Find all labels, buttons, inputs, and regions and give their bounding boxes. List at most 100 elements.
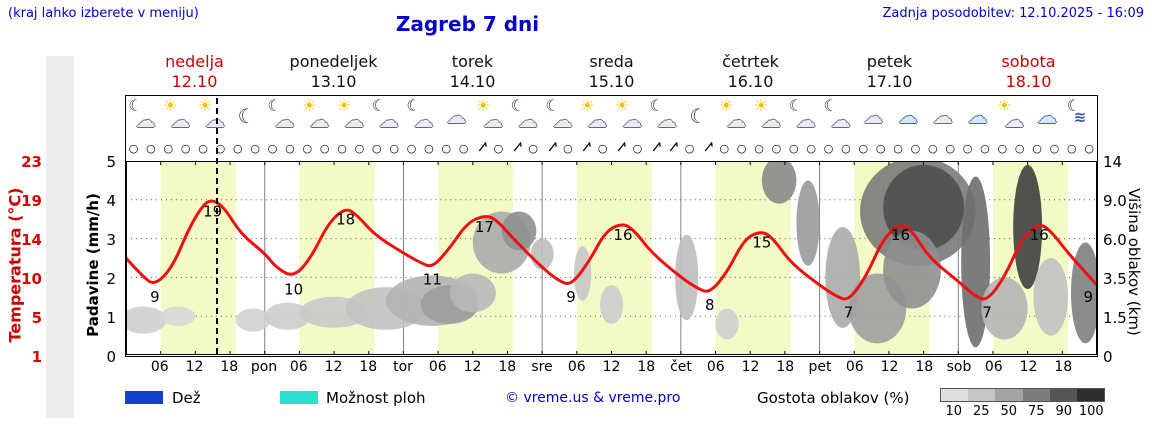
wind-calm-icon: ○ xyxy=(823,142,834,155)
wind-calm-icon: ○ xyxy=(146,142,156,155)
sun-cloud-icon: ☀ ☁ xyxy=(336,96,364,132)
temperature-value-label: 11 xyxy=(423,271,442,289)
cloud-density-scale xyxy=(940,388,1105,402)
temperature-value-label: 15 xyxy=(752,234,771,252)
wind-calm-icon: ○ xyxy=(754,142,764,155)
wind-calm-icon: ○ xyxy=(250,142,260,155)
wind-barb-icon: ↾ xyxy=(541,136,563,158)
wind-calm-icon: ○ xyxy=(215,142,226,155)
temperature-value-label: 8 xyxy=(705,296,715,314)
moon-cloud-icon: ☾ ☁ xyxy=(823,96,851,132)
wind-calm-icon: ○ xyxy=(945,142,955,155)
precip-tick: 5 xyxy=(106,153,116,171)
cloud-area xyxy=(126,306,167,334)
density-swatch xyxy=(968,389,996,401)
wind-calm-icon: ○ xyxy=(1032,142,1042,155)
x-tick-day: sre xyxy=(531,359,553,375)
cloud-area xyxy=(264,302,311,330)
density-tick: 10 xyxy=(945,404,963,419)
cloud-area xyxy=(1013,164,1043,290)
wind-barb-icon: ↾ xyxy=(663,136,685,158)
cloud-icon: ☁ xyxy=(863,104,884,128)
bcloud-icon: ☁ xyxy=(1036,104,1057,128)
wind-calm-icon: ○ xyxy=(719,142,730,155)
x-tick-hour: 12 xyxy=(880,359,899,375)
day-header-petek: petek 17.10 xyxy=(866,52,913,91)
wind-row: ○ ○ ○ ○ ○ ○ ○ ○ ○ ○ ○ ○ ○ ○ ○ ○ ○ ○ ○ ○ ↾ ○ ↾ ○ ↾ ○ ↾ ○ ↾ ○ ↾ ↾ ○ ↾ ○ ○ ○ ○ ○ ○… xyxy=(126,136,1097,160)
cloud-tick: 6.0 xyxy=(1103,231,1127,249)
day-header-četrtek: četrtek 16.10 xyxy=(722,52,779,91)
showers-legend-swatch xyxy=(280,391,318,404)
cloud-tick: 0 xyxy=(1103,348,1113,366)
density-tick: 75 xyxy=(1027,404,1045,419)
current-time-marker xyxy=(215,98,218,354)
precip-tick: 0 xyxy=(106,348,116,366)
x-tick-day: tor xyxy=(393,359,413,375)
wind-calm-icon: ○ xyxy=(997,142,1008,155)
wind-barb-icon: ↾ xyxy=(610,136,632,158)
wind-calm-icon: ○ xyxy=(736,142,747,155)
temp-tick: 23 xyxy=(21,153,42,171)
x-tick-hour: 12 xyxy=(602,359,621,375)
cloud-area xyxy=(449,273,496,313)
wind-barb-icon: ↾ xyxy=(506,136,528,158)
x-tick-hour: 06 xyxy=(289,359,308,375)
showers-legend-label: Možnost ploh xyxy=(326,389,426,407)
density-swatch xyxy=(941,389,969,401)
cloud-tick: 1.5 xyxy=(1103,309,1127,327)
moon-icon: ☾ xyxy=(689,104,708,128)
x-tick-day: čet xyxy=(670,359,692,375)
wind-calm-icon: ○ xyxy=(962,142,973,155)
wind-barb-icon: ↾ xyxy=(471,136,493,158)
x-tick-hour: 12 xyxy=(463,359,482,375)
x-tick-hour: 18 xyxy=(220,359,239,375)
wind-barb-icon: ↾ xyxy=(697,136,719,158)
moon-cloud-icon: ☾ ☁ xyxy=(128,96,156,132)
wind-calm-icon: ○ xyxy=(319,142,330,155)
wind-calm-icon: ○ xyxy=(1066,142,1077,155)
temp-tick: 1 xyxy=(31,348,42,366)
cloud-tick: 9.0 xyxy=(1103,192,1127,210)
precip-tick: 2 xyxy=(106,270,116,288)
wind-calm-icon: ○ xyxy=(285,142,295,155)
density-tick: 90 xyxy=(1055,404,1073,419)
cloud-area xyxy=(761,161,797,204)
meteogram-plot: 9 19 10 18 11 17 9 16 8 15 7 16 7 16 9 xyxy=(126,161,1097,355)
temp-tick: 10 xyxy=(21,270,42,288)
x-tick-day: sob xyxy=(946,359,972,375)
temperature-value-label: 18 xyxy=(336,210,355,228)
daytime-band xyxy=(160,161,236,355)
wind-calm-icon: ○ xyxy=(128,142,139,155)
temperature-value-label: 19 xyxy=(203,203,222,221)
wind-calm-icon: ○ xyxy=(788,142,799,155)
x-tick-day: pet xyxy=(808,359,832,375)
temp-tick: 5 xyxy=(31,309,42,327)
moon-cloud-icon: ☾ ☁ xyxy=(545,96,573,132)
cloud-area xyxy=(883,164,965,251)
sun-cloud-icon: ☀ ☁ xyxy=(719,96,747,132)
cloud-tick: 14 xyxy=(1103,153,1123,171)
precip-tick: 1 xyxy=(106,309,116,327)
wind-calm-icon: ○ xyxy=(406,142,417,155)
wind-calm-icon: ○ xyxy=(180,142,191,155)
x-tick-hour: 06 xyxy=(706,359,725,375)
wind-calm-icon: ○ xyxy=(198,142,208,155)
wind-calm-icon: ○ xyxy=(910,142,921,155)
day-header-nedelja: nedelja 12.10 xyxy=(165,52,224,91)
day-header-sreda: sreda 15.10 xyxy=(588,52,635,91)
x-tick-hour: 12 xyxy=(185,359,204,375)
credit-link[interactable]: © vreme.us & vreme.pro xyxy=(505,390,681,406)
wind-calm-icon: ○ xyxy=(841,142,851,155)
rain-legend-swatch xyxy=(125,391,163,404)
wind-calm-icon: ○ xyxy=(458,142,469,155)
moon-cloud-icon: ☾ ☁ xyxy=(406,96,434,132)
temperature-value-label: 10 xyxy=(284,280,303,298)
wind-calm-icon: ○ xyxy=(597,142,608,155)
x-tick-hour: 06 xyxy=(845,359,864,375)
moon-cloud-icon: ☾ ☁ xyxy=(510,96,538,132)
wind-calm-icon: ○ xyxy=(371,142,382,155)
wind-calm-icon: ○ xyxy=(389,142,399,155)
x-tick-hour: 18 xyxy=(637,359,656,375)
wind-calm-icon: ○ xyxy=(927,142,938,155)
